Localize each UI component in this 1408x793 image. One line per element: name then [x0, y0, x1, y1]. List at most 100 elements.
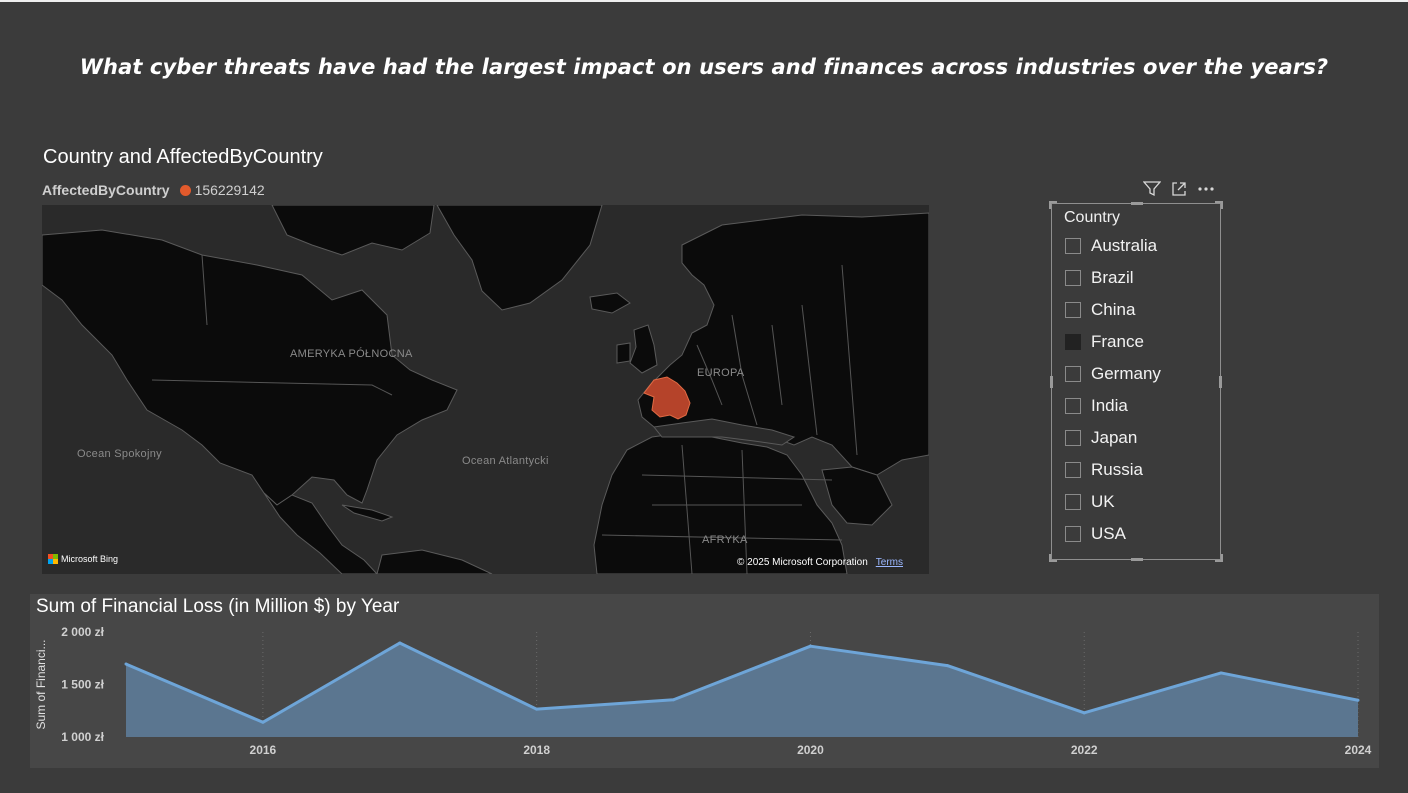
slicer-item-label: Australia [1091, 236, 1158, 255]
financial-loss-chart[interactable]: Sum of Financial Loss (in Million $) by … [30, 594, 1379, 768]
slicer-checkbox[interactable] [1065, 430, 1081, 446]
resize-handle[interactable] [1131, 202, 1143, 205]
data-point-2024 [1356, 698, 1360, 702]
slicer-checkbox[interactable] [1065, 238, 1081, 254]
slicer-item-label: UK [1091, 492, 1115, 511]
resize-handle[interactable] [1049, 201, 1051, 209]
slicer-item-india[interactable]: India [1065, 395, 1128, 417]
y-tick-label: 1 000 zł [61, 730, 104, 744]
world-map[interactable] [42, 205, 929, 574]
x-tick-label: 2024 [1345, 743, 1372, 757]
slicer-checkbox[interactable] [1065, 462, 1081, 478]
land-south-america [376, 549, 493, 574]
slicer-checkbox[interactable] [1065, 526, 1081, 542]
slicer-item-china[interactable]: China [1065, 299, 1135, 321]
slicer-item-label: Russia [1091, 460, 1143, 479]
slicer-checkbox[interactable] [1065, 494, 1081, 510]
slicer-item-brazil[interactable]: Brazil [1065, 267, 1134, 289]
map-legend: AffectedByCountry 156229142 [42, 182, 265, 198]
y-axis-label: Sum of Financi... [34, 639, 48, 729]
label-europe: EUROPA [697, 367, 745, 379]
mediterranean [653, 418, 796, 446]
slicer-item-label: France [1091, 332, 1144, 351]
slicer-item-usa[interactable]: USA [1065, 523, 1126, 545]
data-point-2022 [1082, 711, 1086, 715]
slicer-checkbox[interactable] [1065, 366, 1081, 382]
resize-handle[interactable] [1049, 554, 1051, 562]
microsoft-logo-icon [48, 554, 58, 564]
country-borders [151, 254, 858, 574]
land-central-america [263, 492, 378, 574]
slicer-item-australia[interactable]: Australia [1065, 235, 1157, 257]
resize-handle[interactable] [1050, 376, 1053, 388]
slicer-checkbox[interactable] [1065, 302, 1081, 318]
top-border [0, 0, 1408, 2]
chart-plot[interactable]: 1 000 zł 1 500 zł 2 000 zł 2016 2018 2020 2022… [30, 594, 1379, 768]
map-visual-title: Country and AffectedByCountry [43, 146, 323, 168]
slicer-item-label: India [1091, 396, 1128, 415]
slicer-item-france[interactable]: France [1065, 331, 1144, 353]
slicer-checkbox[interactable] [1065, 270, 1081, 286]
data-point-2015 [124, 662, 128, 666]
slicer-header: Country [1064, 209, 1121, 226]
data-point-2021 [945, 664, 949, 668]
slicer-item-russia[interactable]: Russia [1065, 459, 1143, 481]
slicer-item-label: Japan [1091, 428, 1138, 447]
legend-color-dot [179, 184, 191, 196]
chart-title: Sum of Financial Loss (in Million $) by … [36, 596, 400, 617]
filter-icon[interactable] [1143, 181, 1161, 197]
x-tick-label: 2016 [250, 743, 277, 757]
resize-handle[interactable] [1219, 376, 1222, 388]
resize-handle[interactable] [1049, 201, 1057, 203]
focus-mode-icon[interactable] [1171, 181, 1187, 197]
more-options-icon[interactable] [1197, 181, 1215, 197]
bing-attribution: Microsoft Bing [48, 554, 118, 564]
land-uk [629, 324, 658, 374]
legend-value: 156229142 [194, 182, 265, 198]
label-pacific-ocean: Ocean Spokojny [77, 448, 162, 460]
map-canvas[interactable]: AMERYKA PÓŁNOCNA EUROPA AFRYKA Ocean Spo… [42, 205, 929, 574]
data-point-2023 [1219, 671, 1223, 675]
bing-label: Microsoft Bing [61, 554, 119, 564]
x-tick-label: 2020 [797, 743, 824, 757]
land-iceland [589, 292, 631, 314]
land-north-america [42, 229, 458, 506]
resize-handle[interactable] [1221, 554, 1223, 562]
land-arabia [821, 466, 893, 526]
resize-handle[interactable] [1221, 201, 1223, 209]
terms-link[interactable]: Terms [875, 557, 903, 568]
label-africa: AFRYKA [702, 534, 748, 546]
country-slicer[interactable]: Country Australia Brazil China France German… [1049, 201, 1223, 562]
data-point-2017 [398, 641, 402, 645]
label-atlantic-ocean: Ocean Atlantycki [462, 455, 549, 467]
data-point-2018 [535, 707, 539, 711]
copyright-text: © 2025 Microsoft Corporation [737, 557, 868, 568]
legend-field-name: AffectedByCountry [42, 182, 170, 198]
resize-handle[interactable] [1131, 558, 1143, 561]
slicer-item-label: Brazil [1091, 268, 1134, 287]
x-tick-label: 2022 [1071, 743, 1098, 757]
slicer-toolbar [1143, 181, 1215, 197]
slicer-checkbox[interactable] [1065, 398, 1081, 414]
slicer-item-uk[interactable]: UK [1065, 491, 1115, 513]
x-tick-label: 2018 [523, 743, 550, 757]
land-greenland [436, 205, 603, 311]
slicer-item-japan[interactable]: Japan [1065, 427, 1137, 449]
slicer-item-label: China [1091, 300, 1136, 319]
area-fill [126, 643, 1358, 737]
resize-handle[interactable] [1215, 560, 1223, 562]
slicer-item-germany[interactable]: Germany [1065, 363, 1161, 385]
label-north-america: AMERYKA PÓŁNOCNA [290, 348, 413, 360]
land-ireland [616, 342, 631, 364]
slicer-item-label: Germany [1091, 364, 1161, 383]
data-point-2019 [672, 698, 676, 702]
series-line [125, 641, 1359, 724]
y-tick-label: 2 000 zł [61, 625, 104, 639]
map-copyright: © 2025 Microsoft Corporation Terms [737, 557, 903, 568]
resize-handle[interactable] [1049, 560, 1057, 562]
slicer-checkbox[interactable] [1065, 334, 1081, 350]
land-caribbean [341, 504, 394, 522]
france-highlight[interactable] [643, 376, 691, 420]
resize-handle[interactable] [1215, 201, 1223, 203]
y-tick-label: 1 500 zł [61, 678, 104, 692]
